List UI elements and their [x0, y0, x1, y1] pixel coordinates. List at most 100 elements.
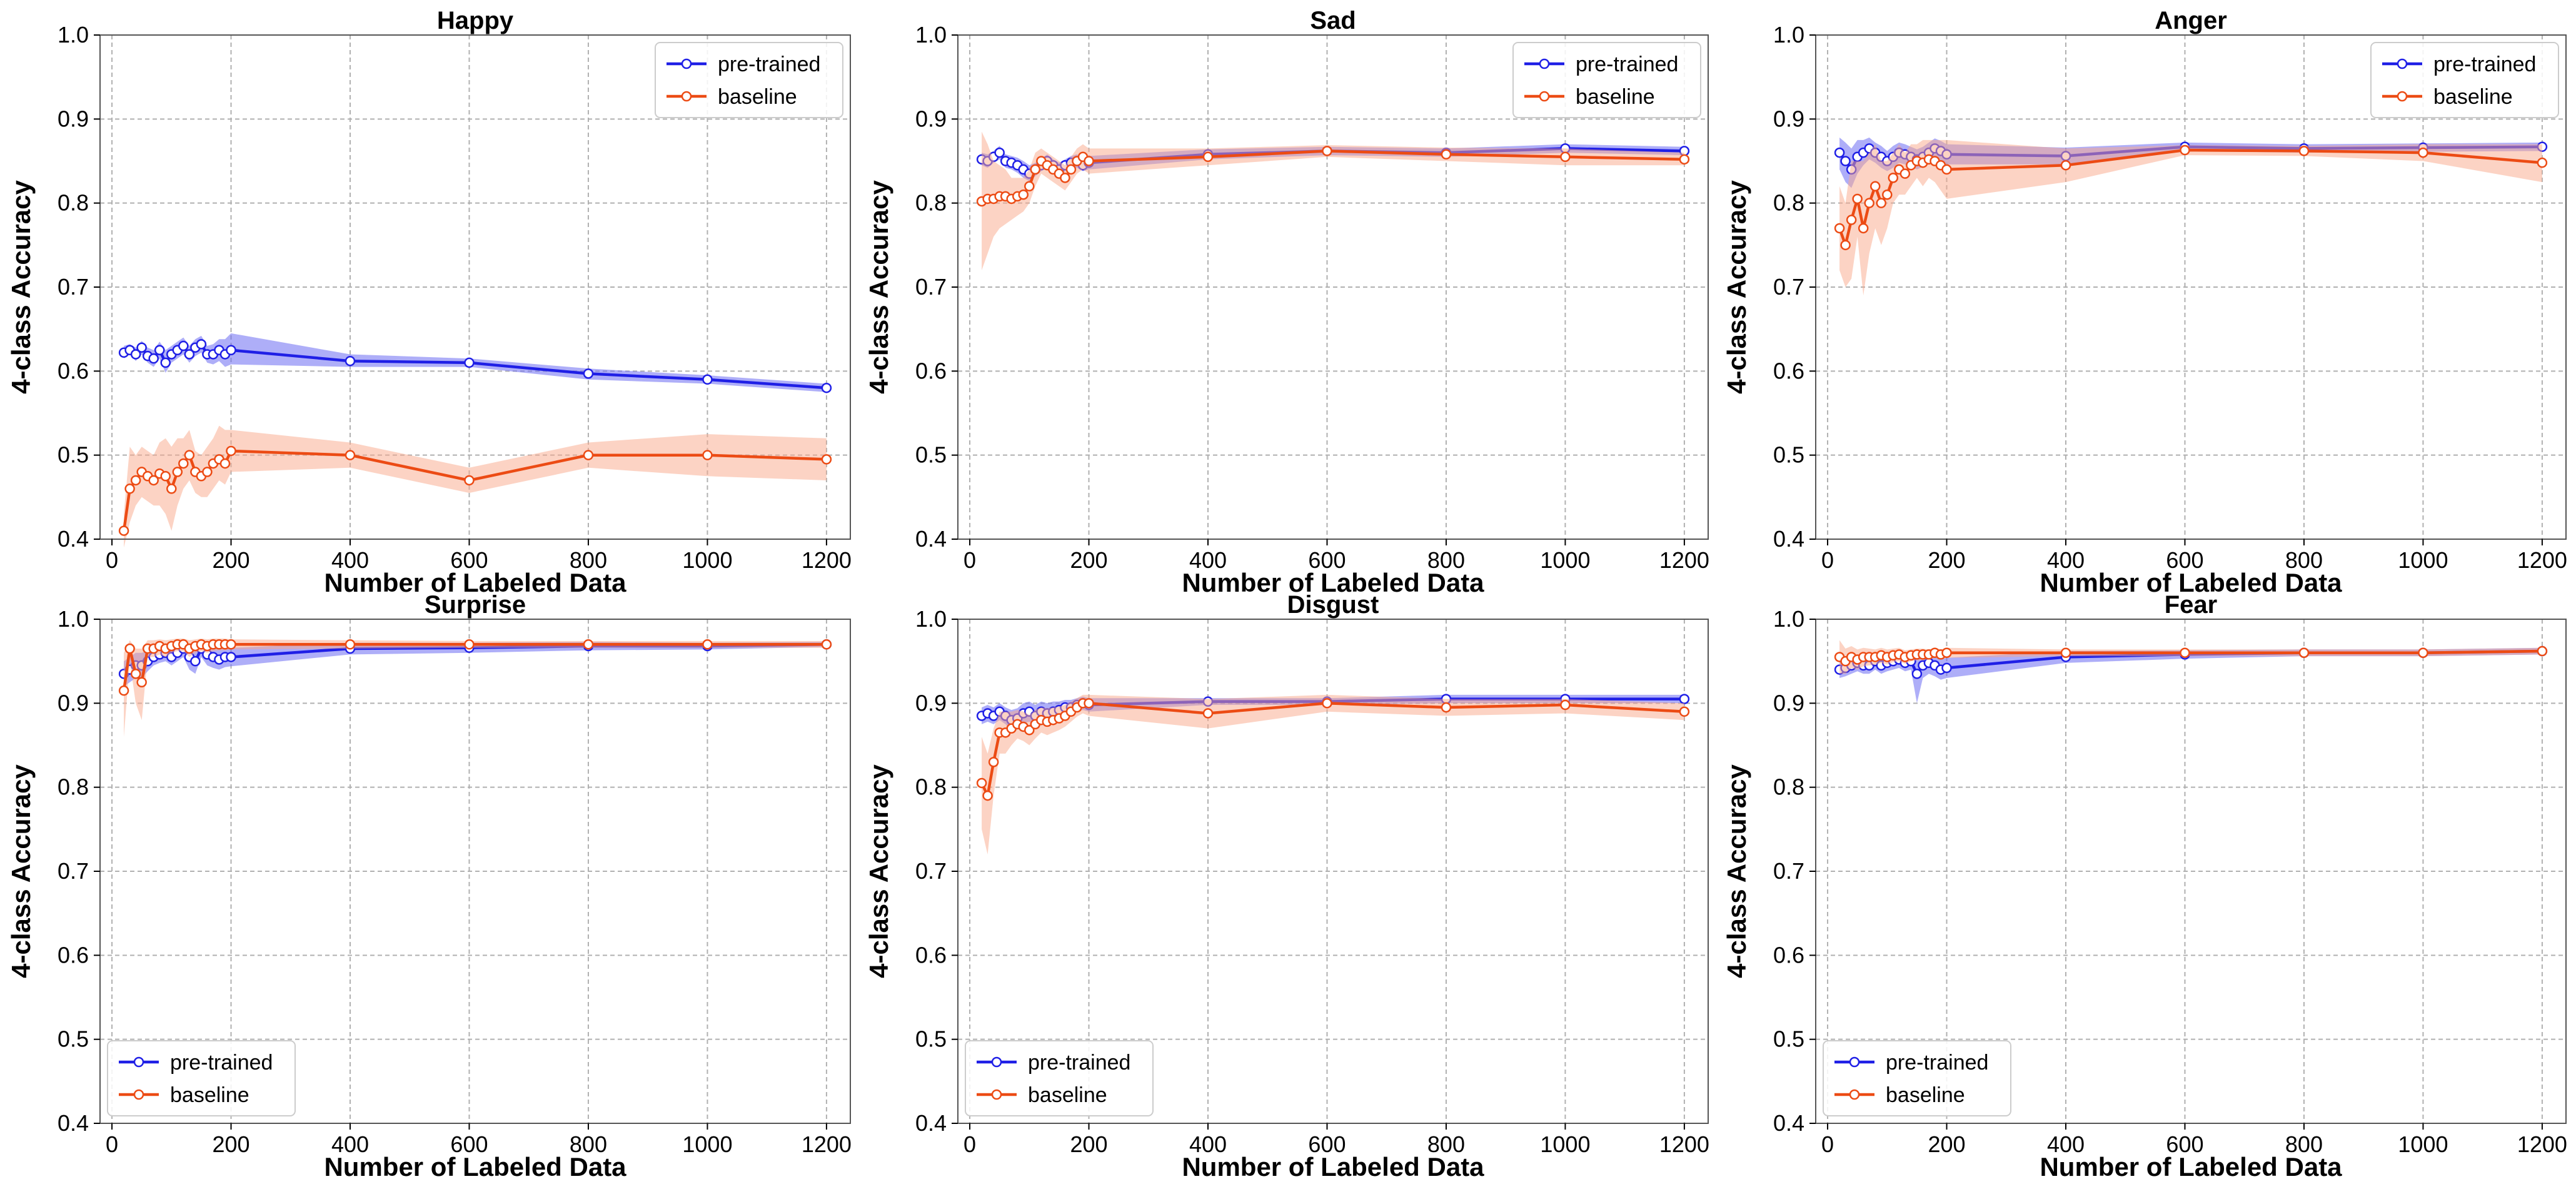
y-tick-label: 1.0: [1773, 22, 1804, 48]
y-tick-label: 0.7: [915, 858, 947, 884]
data-point-baseline: [1084, 156, 1094, 166]
data-point-baseline: [821, 639, 832, 650]
legend-marker-pre-trained: [1849, 1056, 1860, 1068]
x-tick-label: 200: [212, 547, 249, 573]
data-point-baseline: [148, 475, 159, 486]
y-tick-label: 0.9: [1773, 106, 1804, 131]
y-tick-label: 1.0: [915, 22, 947, 48]
x-axis-label: Number of Labeled Data: [324, 568, 626, 597]
data-point-pre-trained: [1911, 669, 1923, 679]
series-baseline: [118, 425, 832, 548]
data-point-baseline: [1834, 223, 1845, 234]
data-point-pre-trained: [184, 349, 195, 360]
x-tick-label: 1200: [2517, 1131, 2567, 1157]
x-tick-label: 400: [331, 547, 369, 573]
x-tick-label: 600: [1308, 1131, 1346, 1157]
data-point-pre-trained: [160, 357, 171, 368]
chart-title: Anger: [2155, 7, 2227, 34]
data-point-baseline: [2180, 144, 2190, 156]
legend: pre-trained baseline: [655, 42, 843, 118]
y-tick-label: 0.4: [58, 1110, 89, 1136]
x-tick-label: 1000: [2398, 1131, 2448, 1157]
data-point-baseline: [345, 639, 356, 650]
legend-box: [655, 42, 843, 118]
x-tick-label: 200: [1928, 547, 1965, 573]
x-axis-label: Number of Labeled Data: [324, 1152, 626, 1181]
legend-label-pre-trained: pre-trained: [1028, 1051, 1130, 1075]
x-tick-label: 1000: [682, 547, 732, 573]
data-point-pre-trained: [136, 342, 147, 353]
data-point-baseline: [160, 471, 171, 482]
data-point-baseline: [2537, 157, 2548, 168]
legend-label-baseline: baseline: [170, 1083, 249, 1107]
y-axis-label: 4-class Accuracy: [864, 764, 893, 978]
confidence-band-baseline: [124, 425, 827, 548]
data-point-baseline: [172, 467, 183, 477]
data-point-baseline: [118, 685, 129, 696]
data-point-pre-trained: [345, 355, 356, 367]
confidence-band-baseline: [1839, 640, 2542, 674]
series-baseline: [1834, 640, 2548, 674]
x-tick-label: 200: [1070, 547, 1107, 573]
y-tick-label: 0.5: [915, 442, 947, 468]
legend-label-pre-trained: pre-trained: [1576, 53, 1678, 76]
y-tick-label: 1.0: [1773, 606, 1804, 632]
y-tick-label: 0.6: [915, 358, 947, 383]
data-point-pre-trained: [178, 340, 189, 352]
x-tick-label: 1000: [1540, 547, 1590, 573]
legend: pre-trained baseline: [1823, 1040, 2011, 1116]
y-tick-label: 0.4: [915, 526, 947, 552]
x-tick-label: 200: [212, 1131, 249, 1157]
legend-box: [965, 1040, 1154, 1116]
data-point-baseline: [226, 639, 236, 650]
x-axis-label: Number of Labeled Data: [1182, 1152, 1484, 1181]
data-point-baseline: [702, 639, 713, 650]
x-tick-label: 1200: [802, 547, 852, 573]
data-point-baseline: [1322, 146, 1332, 156]
y-tick-label: 0.4: [1773, 1110, 1804, 1136]
x-tick-label: 0: [1821, 547, 1834, 573]
data-point-baseline: [1876, 198, 1887, 208]
y-tick-label: 0.4: [58, 526, 89, 552]
y-tick-label: 0.6: [58, 942, 89, 968]
legend-marker-pre-trained: [133, 1056, 144, 1068]
y-tick-label: 0.8: [915, 774, 947, 800]
data-point-pre-trained: [464, 357, 475, 368]
x-tick-label: 0: [1821, 1131, 1834, 1157]
legend-label-baseline: baseline: [2433, 85, 2513, 109]
x-tick-label: 600: [450, 1131, 488, 1157]
legend-marker-baseline: [991, 1089, 1002, 1100]
y-tick-label: 0.7: [1773, 858, 1804, 884]
data-point-pre-trained: [130, 349, 141, 360]
y-axis-label: 4-class Accuracy: [6, 180, 36, 394]
y-tick-label: 0.8: [915, 190, 947, 216]
data-point-pre-trained: [226, 345, 236, 355]
data-point-baseline: [464, 639, 475, 650]
data-point-baseline: [1679, 154, 1690, 165]
series-line-baseline: [980, 702, 1685, 797]
x-tick-label: 800: [2285, 547, 2323, 573]
data-point-pre-trained: [190, 655, 201, 667]
data-point-baseline: [2418, 647, 2428, 658]
data-point-pre-trained: [196, 339, 207, 350]
x-tick-label: 0: [963, 1131, 976, 1157]
data-point-baseline: [1899, 168, 1911, 179]
data-point-baseline: [2060, 159, 2071, 171]
legend-label-baseline: baseline: [1576, 85, 1655, 109]
legend-label-pre-trained: pre-trained: [2433, 53, 2536, 76]
x-tick-label: 400: [2047, 1131, 2085, 1157]
legend-marker-baseline: [133, 1089, 144, 1100]
y-tick-label: 0.5: [58, 1026, 89, 1052]
legend-marker-baseline: [681, 91, 692, 102]
data-point-baseline: [1941, 647, 1952, 658]
x-tick-label: 600: [1308, 547, 1346, 573]
data-point-baseline: [1024, 725, 1035, 736]
chart-panel-anger: 0 200 400 600 800 1000 1200 0.4 0.5 0.6 0.7 0.8 0.9 1…: [1722, 7, 2567, 597]
y-tick-label: 0.6: [915, 942, 947, 968]
data-point-baseline: [1060, 173, 1070, 183]
data-point-baseline: [583, 450, 594, 460]
data-point-baseline: [2060, 647, 2071, 658]
data-point-baseline: [1941, 164, 1952, 175]
legend: pre-trained baseline: [107, 1040, 296, 1116]
data-point-baseline: [124, 483, 135, 494]
